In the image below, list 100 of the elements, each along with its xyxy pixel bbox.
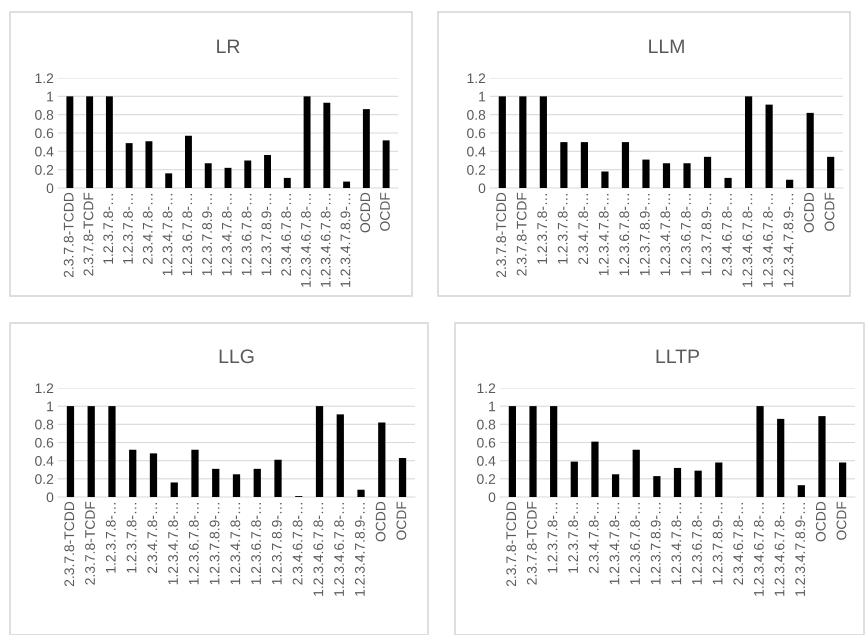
bar <box>529 406 537 497</box>
y-tick-label: 0.4 <box>35 456 54 466</box>
y-tick-label: 1.2 <box>468 73 486 84</box>
x-tick-label: 1.2.3.4.7.8-… <box>671 503 682 584</box>
bar <box>191 450 199 497</box>
bar <box>336 414 344 497</box>
bar <box>798 485 805 497</box>
y-tick-label: 0.6 <box>467 128 486 138</box>
bar <box>642 160 650 188</box>
bar <box>591 442 599 497</box>
bar <box>724 178 732 188</box>
bar <box>550 406 558 497</box>
bar <box>818 416 826 497</box>
bar <box>86 96 94 188</box>
x-tick-label: 1.2.3.6.7.8-… <box>680 194 691 276</box>
x-tick-label: 1.2.3.7.8-… <box>126 503 136 573</box>
bar <box>66 406 74 497</box>
chart-title: LLM <box>649 40 684 53</box>
bar <box>362 109 370 188</box>
x-tick-label: 1.2.3.6.7.8-… <box>251 503 261 584</box>
x-tick-label: 1.2.3.4.6.7.8-… <box>774 503 784 596</box>
x-tick-label: 1.2.3.6.7.8-… <box>182 194 192 276</box>
bar <box>704 156 712 188</box>
y-tick-label: 0.8 <box>467 110 486 120</box>
bar <box>106 96 113 188</box>
bar <box>622 142 630 188</box>
bar <box>274 460 282 497</box>
bar <box>674 468 682 497</box>
bar <box>694 470 702 497</box>
y-tick-label: 1.2 <box>36 73 54 84</box>
x-tick-label: 1.2.3.4.6.7.8-… <box>334 503 344 596</box>
bar <box>498 96 506 188</box>
x-tick-label: 1.2.3.4.7.8-… <box>162 194 172 276</box>
y-tick-label: 0.4 <box>35 146 54 157</box>
bar <box>508 406 516 497</box>
y-tick-label: 0 <box>488 492 496 502</box>
bar <box>683 163 691 188</box>
bar <box>244 160 252 188</box>
bar <box>204 163 212 188</box>
y-tick-label: 0.2 <box>35 474 54 484</box>
bar <box>357 490 365 497</box>
bar <box>185 136 192 188</box>
bar <box>170 482 178 497</box>
bar <box>540 96 547 188</box>
x-tick-label: 2.3.4.7.8-… <box>142 194 153 264</box>
bar <box>126 143 133 188</box>
x-tick-label: 2.3.7.8-TCDD <box>64 192 74 278</box>
bar <box>806 112 814 188</box>
x-tick-label: 1.2.3.4.6.7.8-… <box>300 194 311 287</box>
x-tick-label: 1.2.3.6.7.8-… <box>692 503 702 584</box>
x-tick-label: 2.3.7.8-TCDF <box>84 192 94 276</box>
bar <box>232 474 240 497</box>
x-tick-label: OCDF <box>836 502 846 540</box>
bar <box>150 453 158 497</box>
bar <box>323 102 330 188</box>
y-tick-label: 0 <box>478 183 486 194</box>
x-tick-label: 2.3.7.8-TCDF <box>516 192 527 276</box>
x-tick-label: 1.2.3.6.7.8-… <box>630 503 640 584</box>
x-tick-label: 2.3.4.7.8-… <box>147 503 158 574</box>
bar <box>766 104 773 188</box>
x-tick-label: 1.2.3.7.8.9-… <box>712 503 723 584</box>
x-tick-label: 2.3.4.6.7.8-… <box>292 503 302 585</box>
bar <box>612 474 620 497</box>
bar <box>284 178 291 188</box>
bar <box>580 142 588 188</box>
bar <box>756 406 764 497</box>
bar <box>145 141 152 188</box>
bar <box>827 156 834 188</box>
y-tick-label: 0.2 <box>477 474 496 484</box>
y-tick-label: 0.6 <box>35 438 54 448</box>
y-tick-label: 0 <box>46 183 54 194</box>
x-tick-label: 1.2.3.4.7.8.9-… <box>340 194 350 287</box>
bar <box>519 96 526 188</box>
bar <box>129 450 136 497</box>
x-tick-label: 1.2.3.7.8-… <box>123 194 133 264</box>
x-tick-label: 2.3.7.8-TCDF <box>526 502 537 585</box>
x-tick-label: 1.2.3.4.7.8.9-… <box>784 194 794 287</box>
y-tick-label: 0.4 <box>477 456 496 466</box>
x-tick-label: 1.2.3.7.8-… <box>106 503 116 573</box>
y-tick-label: 0.2 <box>467 165 486 175</box>
x-tick-label: 1.2.3.4.7.8-… <box>222 194 232 276</box>
x-tick-label: 1.2.3.4.6.7.8-… <box>763 194 773 287</box>
x-tick-label: 2.3.7.8-TCDD <box>64 502 74 586</box>
x-tick-label: 1.2.3.7.8.9-… <box>701 194 712 276</box>
bar <box>382 140 390 188</box>
x-tick-label: OCDD <box>376 502 386 542</box>
x-tick-label: 1.2.3.6.7.8-… <box>188 503 199 584</box>
x-tick-label: 1.2.3.4.6.7.8-… <box>320 194 331 287</box>
x-tick-label: 1.2.3.4.6.7.8-… <box>313 503 324 596</box>
y-tick-label: 0.8 <box>477 420 496 430</box>
x-tick-label: 1.2.3.4.7.8-… <box>230 503 240 584</box>
bar <box>108 406 116 497</box>
x-tick-label: 1.2.3.7.8-… <box>568 503 578 573</box>
x-tick-label: 1.2.3.6.7.8-… <box>242 194 252 276</box>
x-tick-label: 2.3.4.7.8-… <box>578 194 588 264</box>
chart-title: LLG <box>220 349 254 364</box>
bar <box>264 155 271 188</box>
x-tick-label: 1.2.3.4.6.7.8-… <box>754 503 764 596</box>
x-tick-label: 2.3.4.6.7.8-… <box>722 194 732 276</box>
bar <box>165 173 172 188</box>
